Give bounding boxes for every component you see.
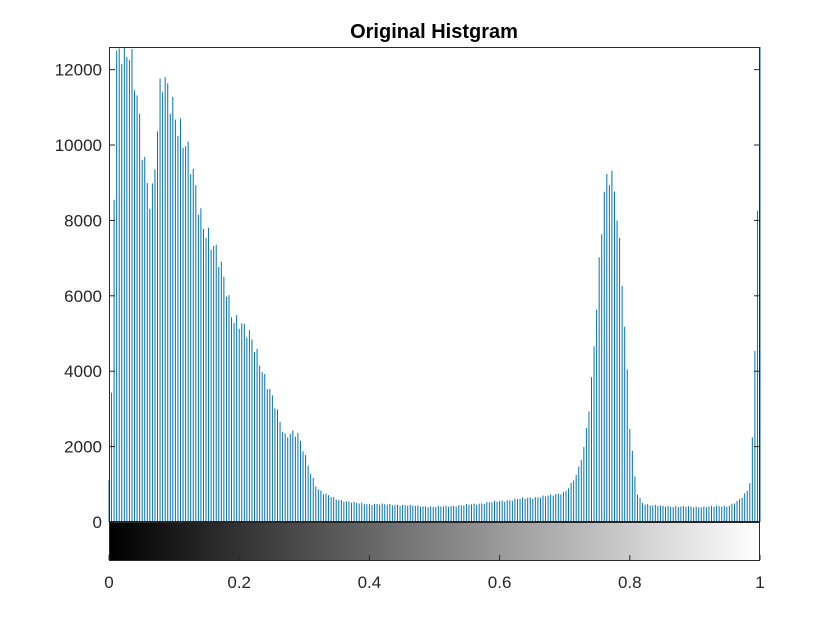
- x-tick-label: 0.4: [358, 573, 382, 592]
- chart-title: Original Histgram: [350, 21, 518, 43]
- y-tick-label: 4000: [64, 362, 102, 381]
- histogram-bars: [108, 47, 761, 522]
- x-tick-label: 0.2: [227, 573, 251, 592]
- y-axis-ticks: 0 2000 4000 6000 8000 10000 12000: [55, 61, 760, 532]
- y-tick-label: 2000: [64, 438, 102, 457]
- y-tick-label: 6000: [64, 287, 102, 306]
- x-tick-label: 0: [104, 573, 113, 592]
- y-tick-label: 10000: [55, 136, 102, 155]
- y-tick-label: 12000: [55, 61, 102, 80]
- x-tick-label: 1: [755, 573, 764, 592]
- y-tick-label: 0: [93, 513, 102, 532]
- x-tick-label: 0.8: [618, 573, 642, 592]
- axes-box: [109, 47, 760, 522]
- plot-area: [109, 47, 760, 522]
- x-tick-label: 0.6: [488, 573, 512, 592]
- x-axis-ticks: 0 0.2 0.4 0.6 0.8 1: [104, 555, 765, 592]
- y-tick-label: 8000: [64, 211, 102, 230]
- grayscale-colorbar: [109, 522, 760, 561]
